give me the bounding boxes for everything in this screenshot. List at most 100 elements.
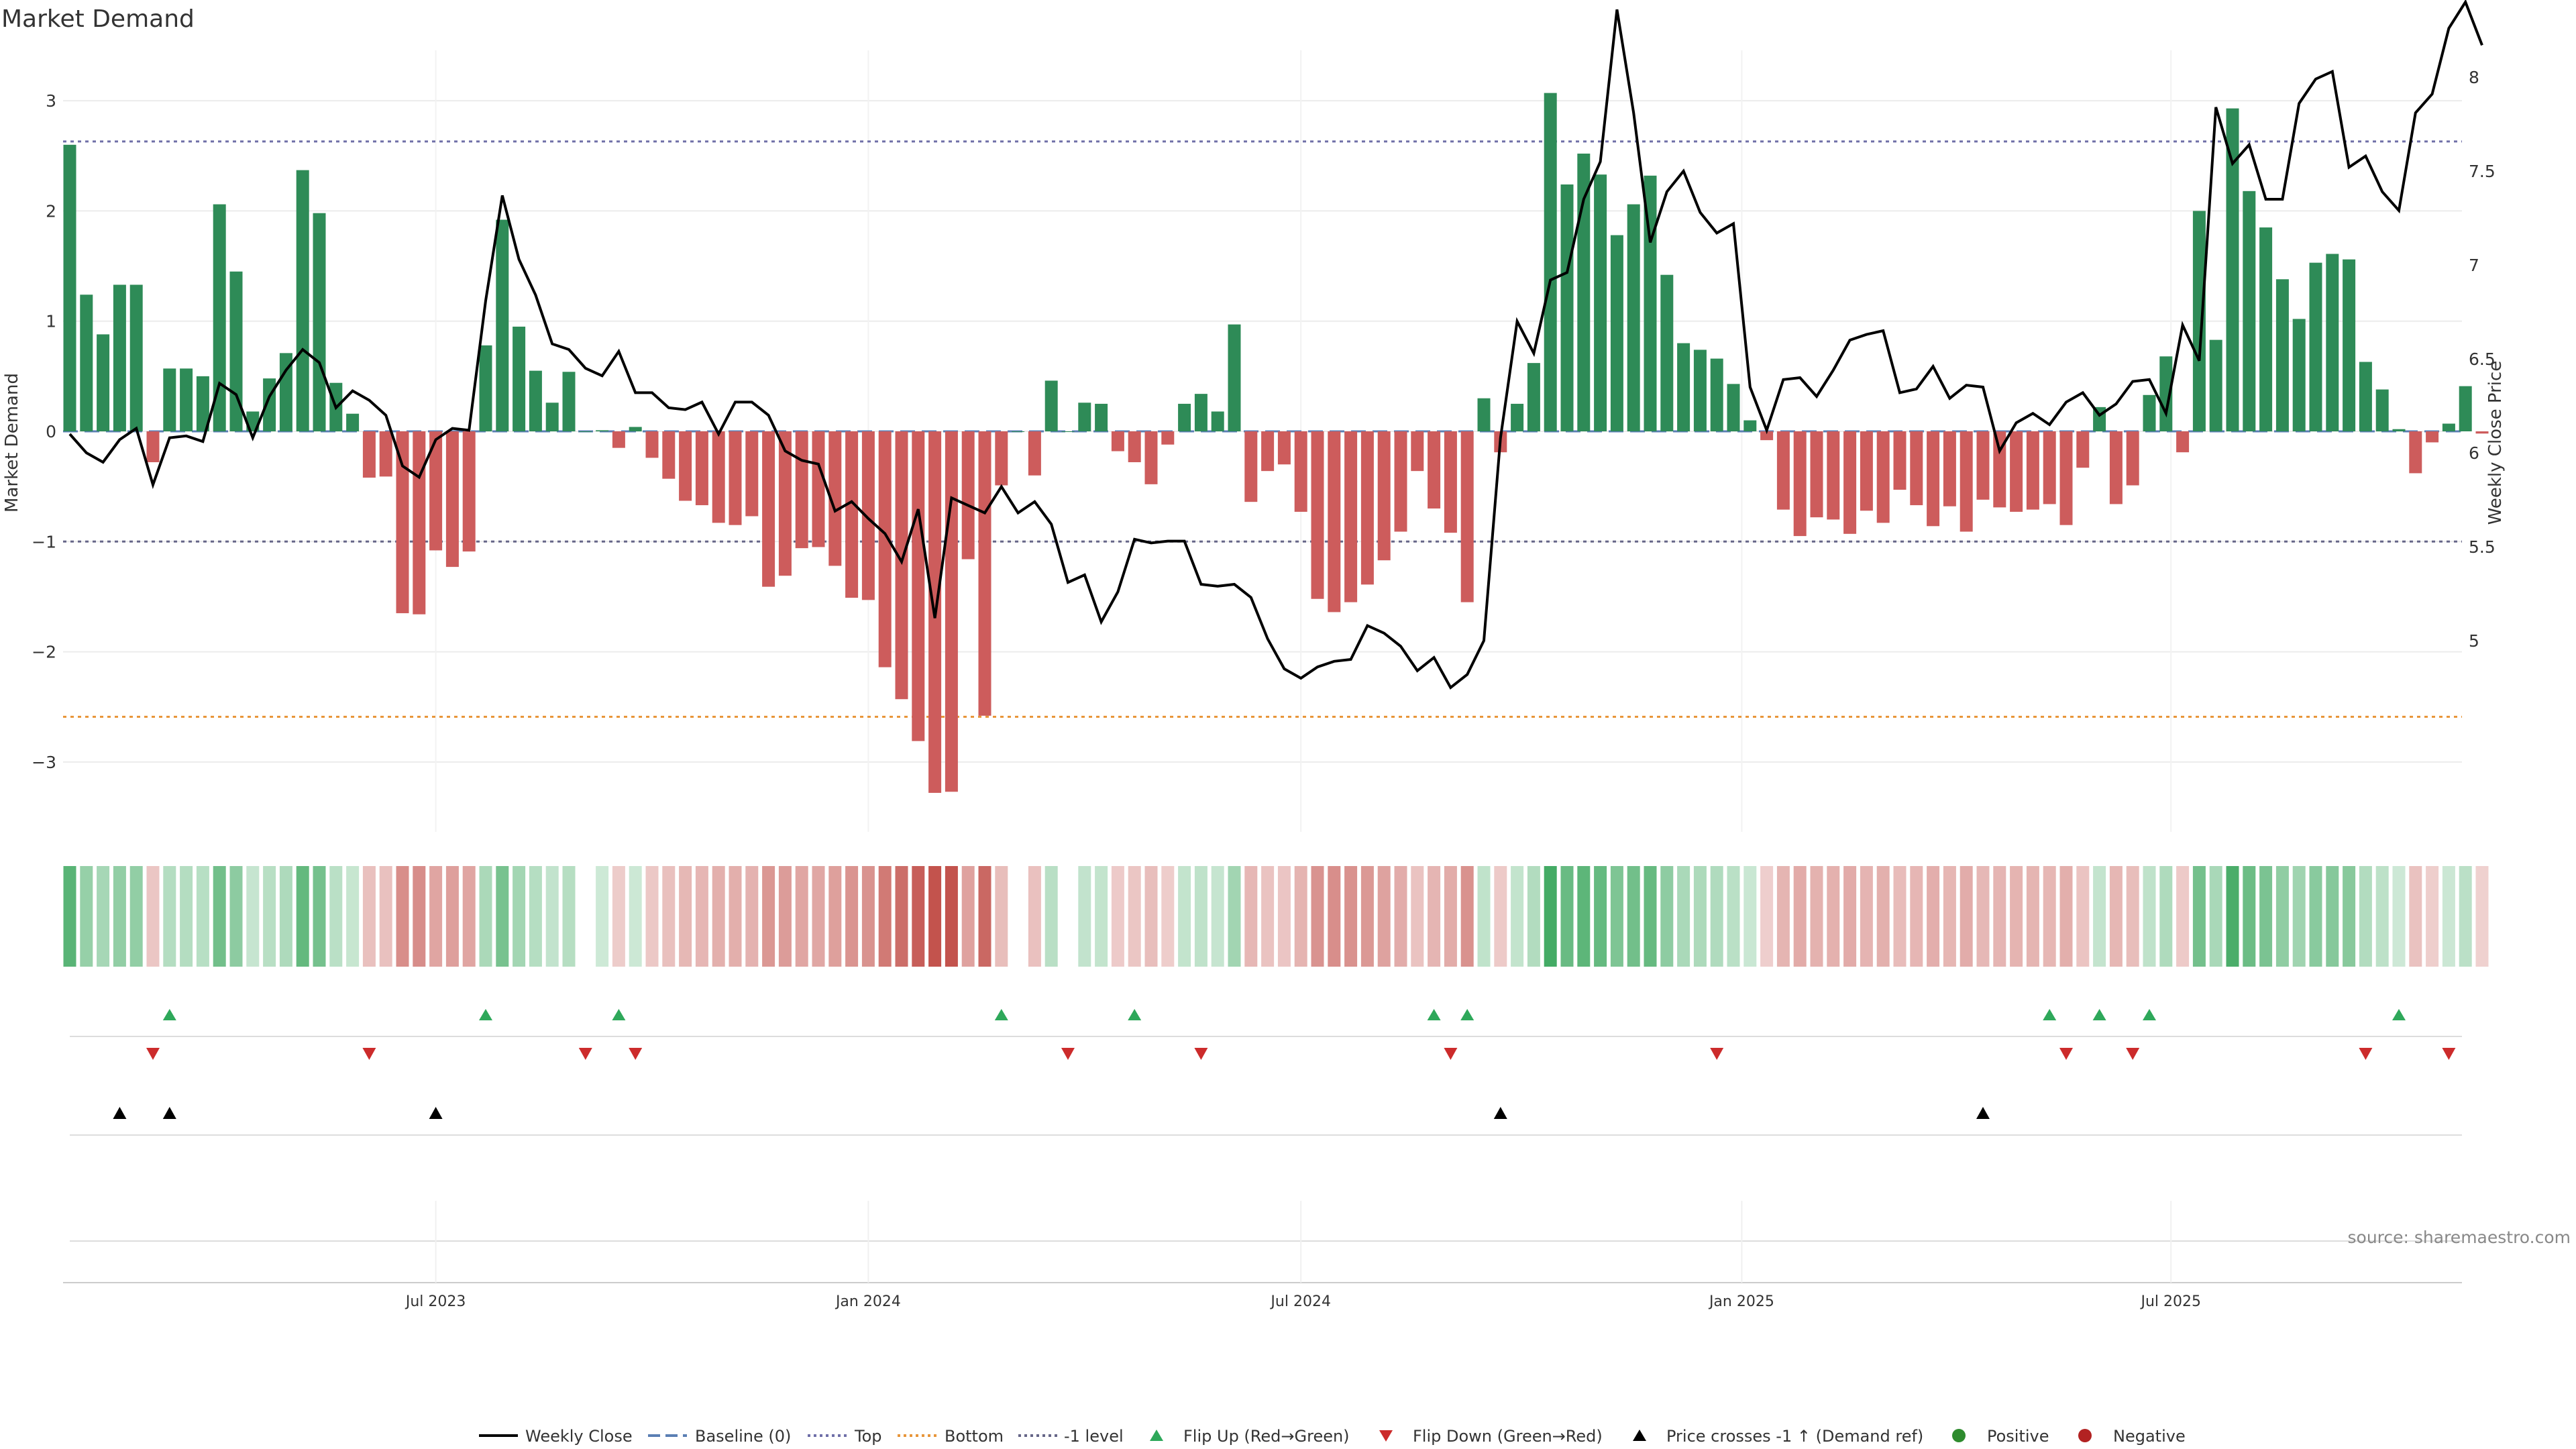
heat-cell bbox=[995, 866, 1008, 967]
demand-bar bbox=[1228, 324, 1241, 431]
demand-bar bbox=[1511, 403, 1524, 431]
demand-bar bbox=[1710, 358, 1723, 431]
demand-bar bbox=[1161, 431, 1175, 445]
heat-cell bbox=[97, 866, 110, 967]
heat-cell bbox=[1760, 866, 1774, 967]
demand-bar bbox=[2109, 431, 2123, 504]
flip-down-marker bbox=[146, 1048, 160, 1060]
demand-bar bbox=[2392, 429, 2406, 431]
demand-bar bbox=[146, 431, 160, 463]
legend-label: Price crosses -1 ↑ (Demand ref) bbox=[1666, 1427, 1923, 1446]
heat-cell bbox=[2475, 866, 2489, 967]
heat-cell bbox=[1394, 866, 1407, 967]
heat-cell bbox=[113, 866, 126, 967]
right-tick-label: 7 bbox=[2469, 256, 2479, 275]
demand-bar bbox=[2292, 319, 2306, 431]
demand-bar bbox=[2442, 423, 2455, 431]
heat-cell bbox=[80, 866, 93, 967]
demand-bar bbox=[1860, 431, 1873, 511]
demand-bar bbox=[1277, 431, 1291, 465]
left-tick-label: 3 bbox=[46, 91, 56, 111]
left-axis-label: Market Demand bbox=[2, 373, 22, 513]
heat-cell bbox=[1294, 866, 1307, 967]
demand-bar bbox=[1028, 431, 1041, 476]
demand-bar bbox=[2026, 431, 2039, 510]
demand-bar bbox=[279, 353, 292, 431]
heat-cell bbox=[2109, 866, 2123, 967]
flip-up-marker bbox=[612, 1009, 626, 1020]
heat-cell bbox=[296, 866, 309, 967]
heat-cell bbox=[1261, 866, 1275, 967]
heat-cell bbox=[1594, 866, 1607, 967]
legend-label: Bottom bbox=[945, 1427, 1004, 1446]
heat-cell bbox=[496, 866, 509, 967]
demand-bar bbox=[662, 431, 676, 479]
heat-cell bbox=[2309, 866, 2322, 967]
heat-cell bbox=[928, 866, 942, 967]
demand-bar bbox=[1344, 431, 1358, 602]
demand-bar bbox=[1377, 431, 1391, 561]
heat-cell bbox=[2442, 866, 2455, 967]
heat-cell bbox=[445, 866, 459, 967]
heat-cell bbox=[2292, 866, 2306, 967]
left-tick-label: 2 bbox=[46, 201, 56, 221]
heat-cell bbox=[2026, 866, 2039, 967]
demand-bar bbox=[1311, 431, 1324, 599]
heat-cell bbox=[1677, 866, 1690, 967]
heat-cell bbox=[1411, 866, 1424, 967]
demand-bar bbox=[1012, 431, 1025, 432]
demand-bar bbox=[878, 431, 892, 667]
heat-cell bbox=[1360, 866, 1374, 967]
legend-label: Top bbox=[854, 1427, 882, 1446]
demand-bar bbox=[2359, 362, 2372, 431]
heat-cell bbox=[1328, 866, 1341, 967]
heat-cell bbox=[1128, 866, 1141, 967]
heat-cell bbox=[1960, 866, 1973, 967]
flip-down-marker bbox=[1710, 1048, 1724, 1060]
flip-down-marker bbox=[2126, 1048, 2140, 1060]
heat-cell bbox=[845, 866, 859, 967]
heat-cell bbox=[1976, 866, 1990, 967]
left-tick-label: 1 bbox=[46, 312, 56, 331]
demand-bar bbox=[1244, 431, 1258, 502]
heat-cell bbox=[1144, 866, 1158, 967]
demand-bar bbox=[1943, 431, 1956, 506]
heat-cell bbox=[1743, 866, 1757, 967]
heat-cell bbox=[2093, 866, 2106, 967]
demand-bar bbox=[1693, 350, 1707, 431]
heat-cell bbox=[379, 866, 392, 967]
heat-cell bbox=[2209, 866, 2222, 967]
demand-bar bbox=[1428, 431, 1441, 509]
heat-cell bbox=[695, 866, 708, 967]
weekly-close-line bbox=[68, 0, 2483, 690]
heat-cell bbox=[2176, 866, 2190, 967]
demand-bar bbox=[695, 431, 708, 506]
right-axis-label: Weekly Close Price bbox=[2485, 361, 2506, 525]
demand-bar bbox=[196, 376, 209, 431]
demand-bar bbox=[2275, 279, 2289, 431]
heat-cell bbox=[1511, 866, 1524, 967]
heat-cell bbox=[396, 866, 409, 967]
demand-bar bbox=[812, 431, 825, 547]
demand-bar bbox=[1411, 431, 1424, 472]
demand-bar bbox=[1178, 403, 1191, 431]
heat-cell bbox=[2243, 866, 2256, 967]
demand-bar bbox=[1893, 431, 1907, 490]
heat-cell bbox=[1028, 866, 1041, 967]
heat-cell bbox=[362, 866, 376, 967]
demand-bar bbox=[1876, 431, 1890, 523]
heat-cell bbox=[2043, 866, 2056, 967]
heat-cell bbox=[2059, 866, 2073, 967]
demand-bar bbox=[2059, 431, 2073, 525]
heat-cell bbox=[912, 866, 925, 967]
flip-down-marker bbox=[362, 1048, 376, 1060]
demand-bar bbox=[413, 431, 426, 614]
heat-cell bbox=[1494, 866, 1507, 967]
demand-bar bbox=[1527, 363, 1540, 431]
heat-cell bbox=[529, 866, 542, 967]
heat-cell bbox=[1610, 866, 1623, 967]
demand-bar bbox=[2226, 108, 2239, 431]
demand-bar bbox=[596, 430, 609, 431]
heat-cell bbox=[313, 866, 326, 967]
demand-bar bbox=[1128, 431, 1141, 463]
